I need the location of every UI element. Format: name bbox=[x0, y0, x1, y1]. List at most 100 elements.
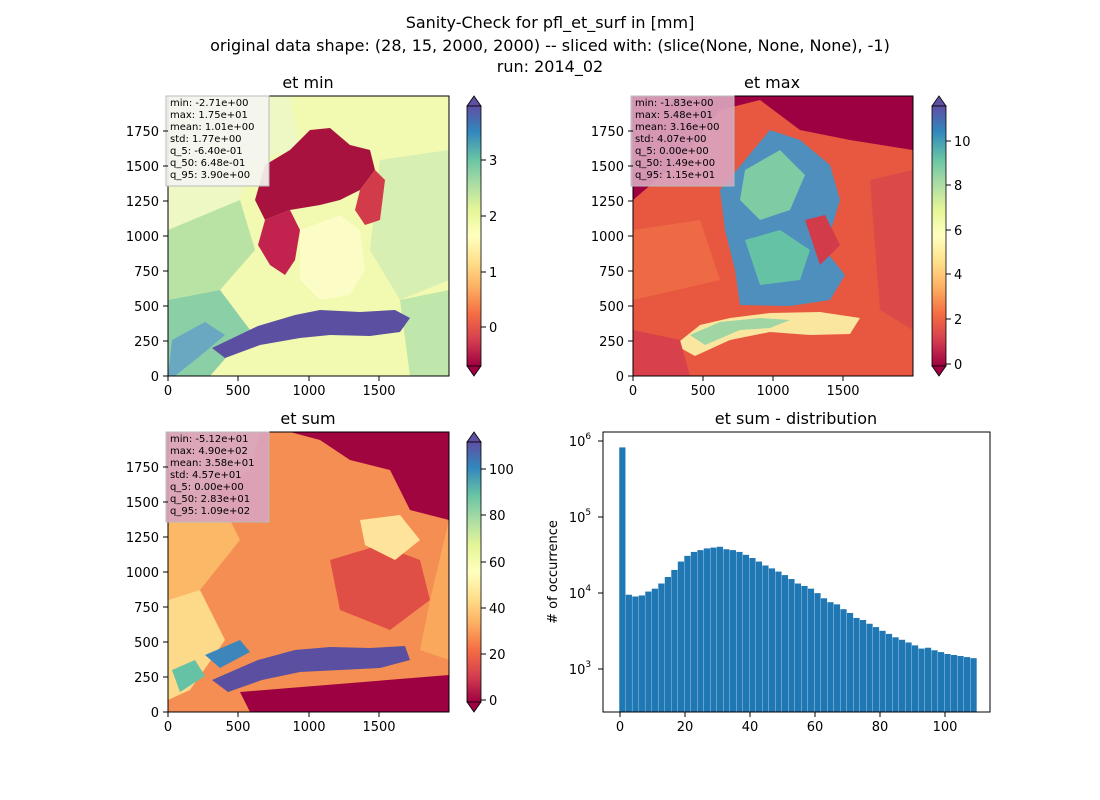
panel-et-sum-distribution: et sum - distribution 0 20 40 60 80 100 … bbox=[546, 409, 991, 735]
histogram-bar bbox=[742, 554, 750, 712]
colorbar-tick-label: 60 bbox=[489, 556, 506, 571]
x-tick-label: 0 bbox=[616, 720, 624, 735]
y-tick-label: 0 bbox=[151, 706, 159, 721]
histogram-bar bbox=[723, 549, 730, 712]
stat-line: q_5: 0.00e+00 bbox=[170, 482, 244, 493]
y-tick-label: 250 bbox=[599, 335, 624, 350]
histogram-bar bbox=[736, 551, 743, 712]
x-tick-label: 0 bbox=[629, 384, 637, 399]
colorbar-tick-label: 2 bbox=[954, 313, 962, 328]
y-tick-label: 1250 bbox=[591, 195, 624, 210]
stat-line: mean: 3.16e+00 bbox=[635, 122, 719, 133]
histogram-bar bbox=[970, 658, 977, 712]
panel-title: et min bbox=[282, 73, 333, 92]
x-tick-label: 500 bbox=[226, 384, 251, 399]
histogram-bar bbox=[950, 655, 958, 712]
histogram-bar bbox=[788, 579, 795, 712]
y-axis-label: # of occurrence bbox=[546, 520, 561, 624]
colorbar-tick-label: 6 bbox=[954, 224, 962, 239]
y-tick-label: 1500 bbox=[591, 160, 624, 175]
histogram-bar bbox=[892, 637, 899, 712]
histogram-bar bbox=[625, 594, 632, 712]
x-tick-label: 500 bbox=[226, 720, 251, 735]
histogram-bar bbox=[827, 602, 834, 712]
y-tick-label: 1750 bbox=[591, 125, 624, 140]
panel-et-max: et max min: -1.83e+00 max: 5.48e+01 bbox=[591, 73, 971, 399]
stat-line: q_5: -6.40e-01 bbox=[170, 146, 243, 157]
x-tick-label: 20 bbox=[677, 720, 694, 735]
x-tick-label: 100 bbox=[933, 720, 958, 735]
panel-title: et sum bbox=[280, 409, 335, 428]
histogram-bar bbox=[716, 546, 724, 712]
stat-line: min: -5.12e+01 bbox=[170, 434, 249, 445]
y-tick-label: 0 bbox=[616, 370, 624, 385]
panel-title: et sum - distribution bbox=[715, 409, 877, 428]
stat-line: q_50: 6.48e-01 bbox=[170, 158, 245, 169]
y-tick-label: 250 bbox=[134, 671, 159, 686]
y-tick-label: 1000 bbox=[126, 566, 159, 581]
histogram-bar bbox=[918, 648, 925, 712]
figure-title-line-2: original data shape: (28, 15, 2000, 2000… bbox=[210, 36, 890, 55]
y-axis: 103 104 105 106 # of occurrence bbox=[546, 432, 603, 678]
histogram-bar bbox=[619, 447, 626, 712]
histogram-bar bbox=[859, 620, 867, 712]
colorbar-tick-label: 40 bbox=[489, 602, 506, 617]
histogram-bar bbox=[866, 623, 873, 712]
y-tick-label: 106 bbox=[569, 432, 592, 450]
histogram-bar bbox=[755, 561, 763, 712]
y-tick-label: 750 bbox=[134, 265, 159, 280]
colorbar: 0 20 40 60 80 100 bbox=[466, 431, 514, 713]
y-tick-label: 750 bbox=[599, 265, 624, 280]
stat-line: max: 1.75e+01 bbox=[170, 110, 248, 121]
y-axis: 0 250 500 750 1000 1250 1500 1750 bbox=[591, 125, 633, 385]
histogram-bar bbox=[664, 577, 671, 712]
x-axis: 0 500 1000 1500 bbox=[164, 376, 396, 399]
y-tick-label: 1500 bbox=[126, 160, 159, 175]
stat-line: std: 1.77e+00 bbox=[170, 134, 242, 145]
histogram-bar bbox=[885, 633, 893, 712]
x-tick-label: 0 bbox=[164, 384, 172, 399]
histogram-bars bbox=[619, 447, 977, 712]
stats-box: min: -5.12e+01 max: 4.90e+02 mean: 3.58e… bbox=[165, 431, 270, 523]
stat-line: q_95: 1.09e+02 bbox=[170, 506, 250, 517]
histogram-bar bbox=[924, 647, 932, 712]
stat-line: q_5: 0.00e+00 bbox=[635, 146, 709, 157]
colorbar: 0 1 2 3 bbox=[466, 95, 497, 377]
histogram-bar bbox=[768, 568, 776, 712]
histogram-bar bbox=[879, 630, 886, 712]
colorbar-tick-label: 1 bbox=[489, 266, 497, 281]
histogram-bar bbox=[820, 598, 828, 712]
histogram-bar bbox=[684, 555, 691, 712]
stat-line: q_95: 1.15e+01 bbox=[635, 170, 715, 181]
histogram-bar bbox=[775, 571, 782, 712]
stat-line: min: -1.83e+00 bbox=[635, 98, 714, 109]
histogram-bar bbox=[898, 639, 906, 712]
histogram-bar bbox=[931, 650, 938, 712]
y-axis: 0 250 500 750 1000 1250 1500 1750 bbox=[126, 461, 168, 721]
x-tick-label: 1000 bbox=[756, 384, 789, 399]
stat-line: min: -2.71e+00 bbox=[170, 98, 249, 109]
x-axis: 0 500 1000 1500 bbox=[164, 712, 396, 735]
y-axis: 0 250 500 750 1000 1250 1500 1750 bbox=[126, 125, 168, 385]
histogram-bar bbox=[762, 565, 769, 712]
panel-et-min: et min min: -2.71e+00 max: 1.75e+01 bbox=[126, 73, 497, 399]
histogram-bar bbox=[905, 642, 912, 712]
colorbar-tick-label: 0 bbox=[954, 358, 962, 373]
y-tick-label: 103 bbox=[569, 660, 591, 678]
y-tick-label: 1250 bbox=[126, 195, 159, 210]
histogram-bar bbox=[651, 588, 658, 712]
histogram-bar bbox=[671, 569, 678, 712]
x-tick-label: 1000 bbox=[292, 384, 325, 399]
histogram-bar bbox=[781, 575, 789, 712]
x-axis: 0 20 40 60 80 100 bbox=[616, 712, 958, 735]
y-tick-label: 1250 bbox=[126, 531, 159, 546]
colorbar-tick-label: 100 bbox=[489, 463, 514, 478]
stat-line: std: 4.57e+01 bbox=[170, 470, 242, 481]
colorbar-tick-label: 3 bbox=[489, 154, 497, 169]
y-tick-label: 1750 bbox=[126, 461, 159, 476]
colorbar-tick-label: 0 bbox=[489, 694, 497, 709]
colorbar-tick-label: 0 bbox=[489, 321, 497, 336]
x-tick-label: 1000 bbox=[292, 720, 325, 735]
figure-title-line-3: run: 2014_02 bbox=[496, 57, 604, 76]
